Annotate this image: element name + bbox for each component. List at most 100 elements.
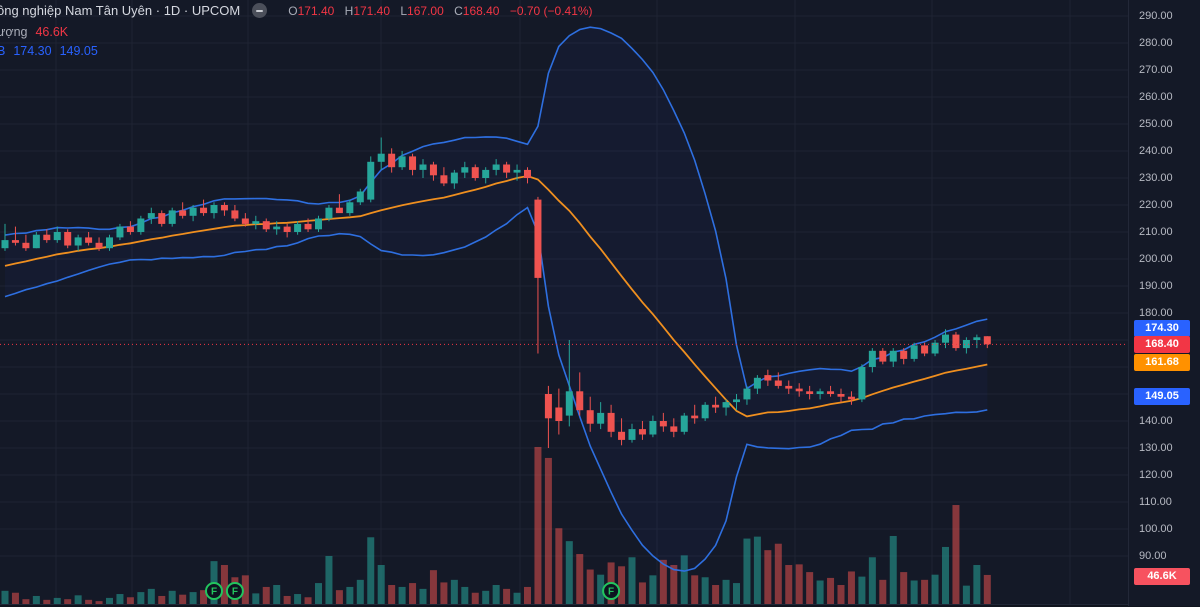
candle-body — [565, 391, 573, 416]
price-tick-label: 130.00 — [1139, 441, 1173, 454]
candle-body — [53, 232, 61, 241]
candle-body — [388, 153, 396, 168]
volume-bar — [200, 590, 208, 605]
candle-body — [419, 164, 427, 170]
volume-bar — [367, 537, 375, 605]
bb-indicator-label[interactable]: B — [0, 44, 6, 58]
volume-bar — [137, 592, 145, 605]
volume-bar — [931, 574, 939, 605]
bollinger-lower-line — [4, 206, 988, 572]
volume-bar — [11, 592, 19, 605]
volume-bar — [691, 575, 699, 605]
volume-bar — [680, 555, 688, 605]
open-label: O — [288, 3, 298, 18]
chart-background — [0, 0, 1128, 606]
candle-body — [450, 172, 458, 184]
price-axis[interactable]: 174.30 168.40 161.68 149.05 46.6K 290.00… — [1128, 0, 1200, 606]
event-marker-icon[interactable] — [225, 582, 244, 600]
volume-bar — [388, 585, 396, 605]
event-marker-letter: F — [211, 587, 217, 598]
price-tick-label: 200.00 — [1139, 252, 1173, 265]
candle-body — [137, 218, 145, 232]
price-tick-label: 260.00 — [1139, 90, 1173, 103]
volume-bar — [419, 588, 427, 605]
volume-bar — [638, 582, 646, 605]
candle-body — [806, 391, 814, 394]
volume-bar — [774, 543, 782, 605]
candle-body — [753, 377, 761, 389]
volume-bar — [858, 576, 866, 605]
candle-body — [868, 350, 876, 367]
candle-body — [367, 161, 375, 200]
volume-bar — [753, 536, 761, 605]
candle-body — [858, 367, 866, 400]
candle-body — [429, 164, 437, 176]
volume-bar — [450, 579, 458, 605]
volume-bar — [576, 554, 584, 605]
price-tick-label: 240.00 — [1139, 144, 1173, 157]
volume-indicator-label[interactable]: ượng — [0, 25, 28, 39]
volume-bar — [116, 594, 124, 605]
bb-upper-price-badge: 174.30 — [1134, 319, 1190, 337]
price-tick-label: 140.00 — [1139, 414, 1173, 427]
candle-body — [785, 385, 793, 389]
candle-body — [733, 399, 740, 403]
volume-bar — [743, 538, 751, 605]
candle-body — [335, 207, 343, 214]
volume-bar — [482, 590, 490, 605]
volume-bar — [952, 505, 960, 605]
candle-body — [1, 240, 9, 249]
volume-bar — [806, 572, 814, 605]
close-label: C — [454, 3, 463, 18]
candle-body — [356, 191, 364, 203]
event-marker-icon[interactable] — [205, 582, 223, 600]
candle-body — [95, 242, 103, 249]
volume-bar — [910, 580, 918, 605]
volume-bar — [534, 446, 542, 605]
candle-body — [158, 213, 166, 224]
candle-body — [879, 350, 887, 362]
price-tick-label: 230.00 — [1139, 171, 1173, 184]
minus-circle-icon[interactable] — [252, 3, 268, 18]
candle-body — [273, 226, 281, 230]
candle-body — [22, 242, 30, 249]
candle-body — [43, 234, 51, 241]
event-marker-icon[interactable] — [602, 582, 621, 600]
candle-body — [586, 410, 594, 424]
bb-upper-value: 174.30 — [13, 44, 52, 58]
candle-body — [32, 234, 40, 249]
candle-body — [440, 175, 448, 184]
candle-body — [492, 164, 500, 170]
candle-body — [743, 388, 751, 400]
volume-bar — [377, 565, 385, 605]
candle-body — [680, 415, 688, 432]
bollinger-fill — [5, 27, 988, 572]
candle-body — [962, 340, 970, 349]
candle-body — [983, 336, 991, 345]
price-tick-label: 180.00 — [1139, 306, 1173, 319]
price-tick-label: 100.00 — [1139, 522, 1173, 535]
symbol-title[interactable]: ông nghiệp Nam Tân Uyên · 1D · UPCOM — [0, 3, 241, 18]
candle-body — [555, 407, 563, 421]
volume-bar — [816, 580, 824, 605]
candle-body — [764, 375, 772, 381]
candle-body — [126, 226, 134, 232]
volume-bar — [32, 595, 40, 605]
volume-bar — [847, 571, 855, 605]
volume-bar — [921, 579, 929, 605]
candle-body — [283, 226, 291, 232]
volume-bar — [513, 592, 521, 605]
volume-bar — [659, 559, 667, 605]
price-tick-label: 120.00 — [1139, 468, 1173, 481]
volume-bar — [942, 546, 949, 605]
candle-body — [11, 240, 19, 243]
candle-body — [398, 156, 406, 168]
volume-bar — [785, 565, 793, 605]
volume-bar — [827, 577, 835, 605]
candle-body — [931, 342, 939, 354]
price-tick-label: 210.00 — [1139, 225, 1173, 238]
candle-body — [607, 412, 615, 432]
volume-bar — [628, 557, 636, 605]
